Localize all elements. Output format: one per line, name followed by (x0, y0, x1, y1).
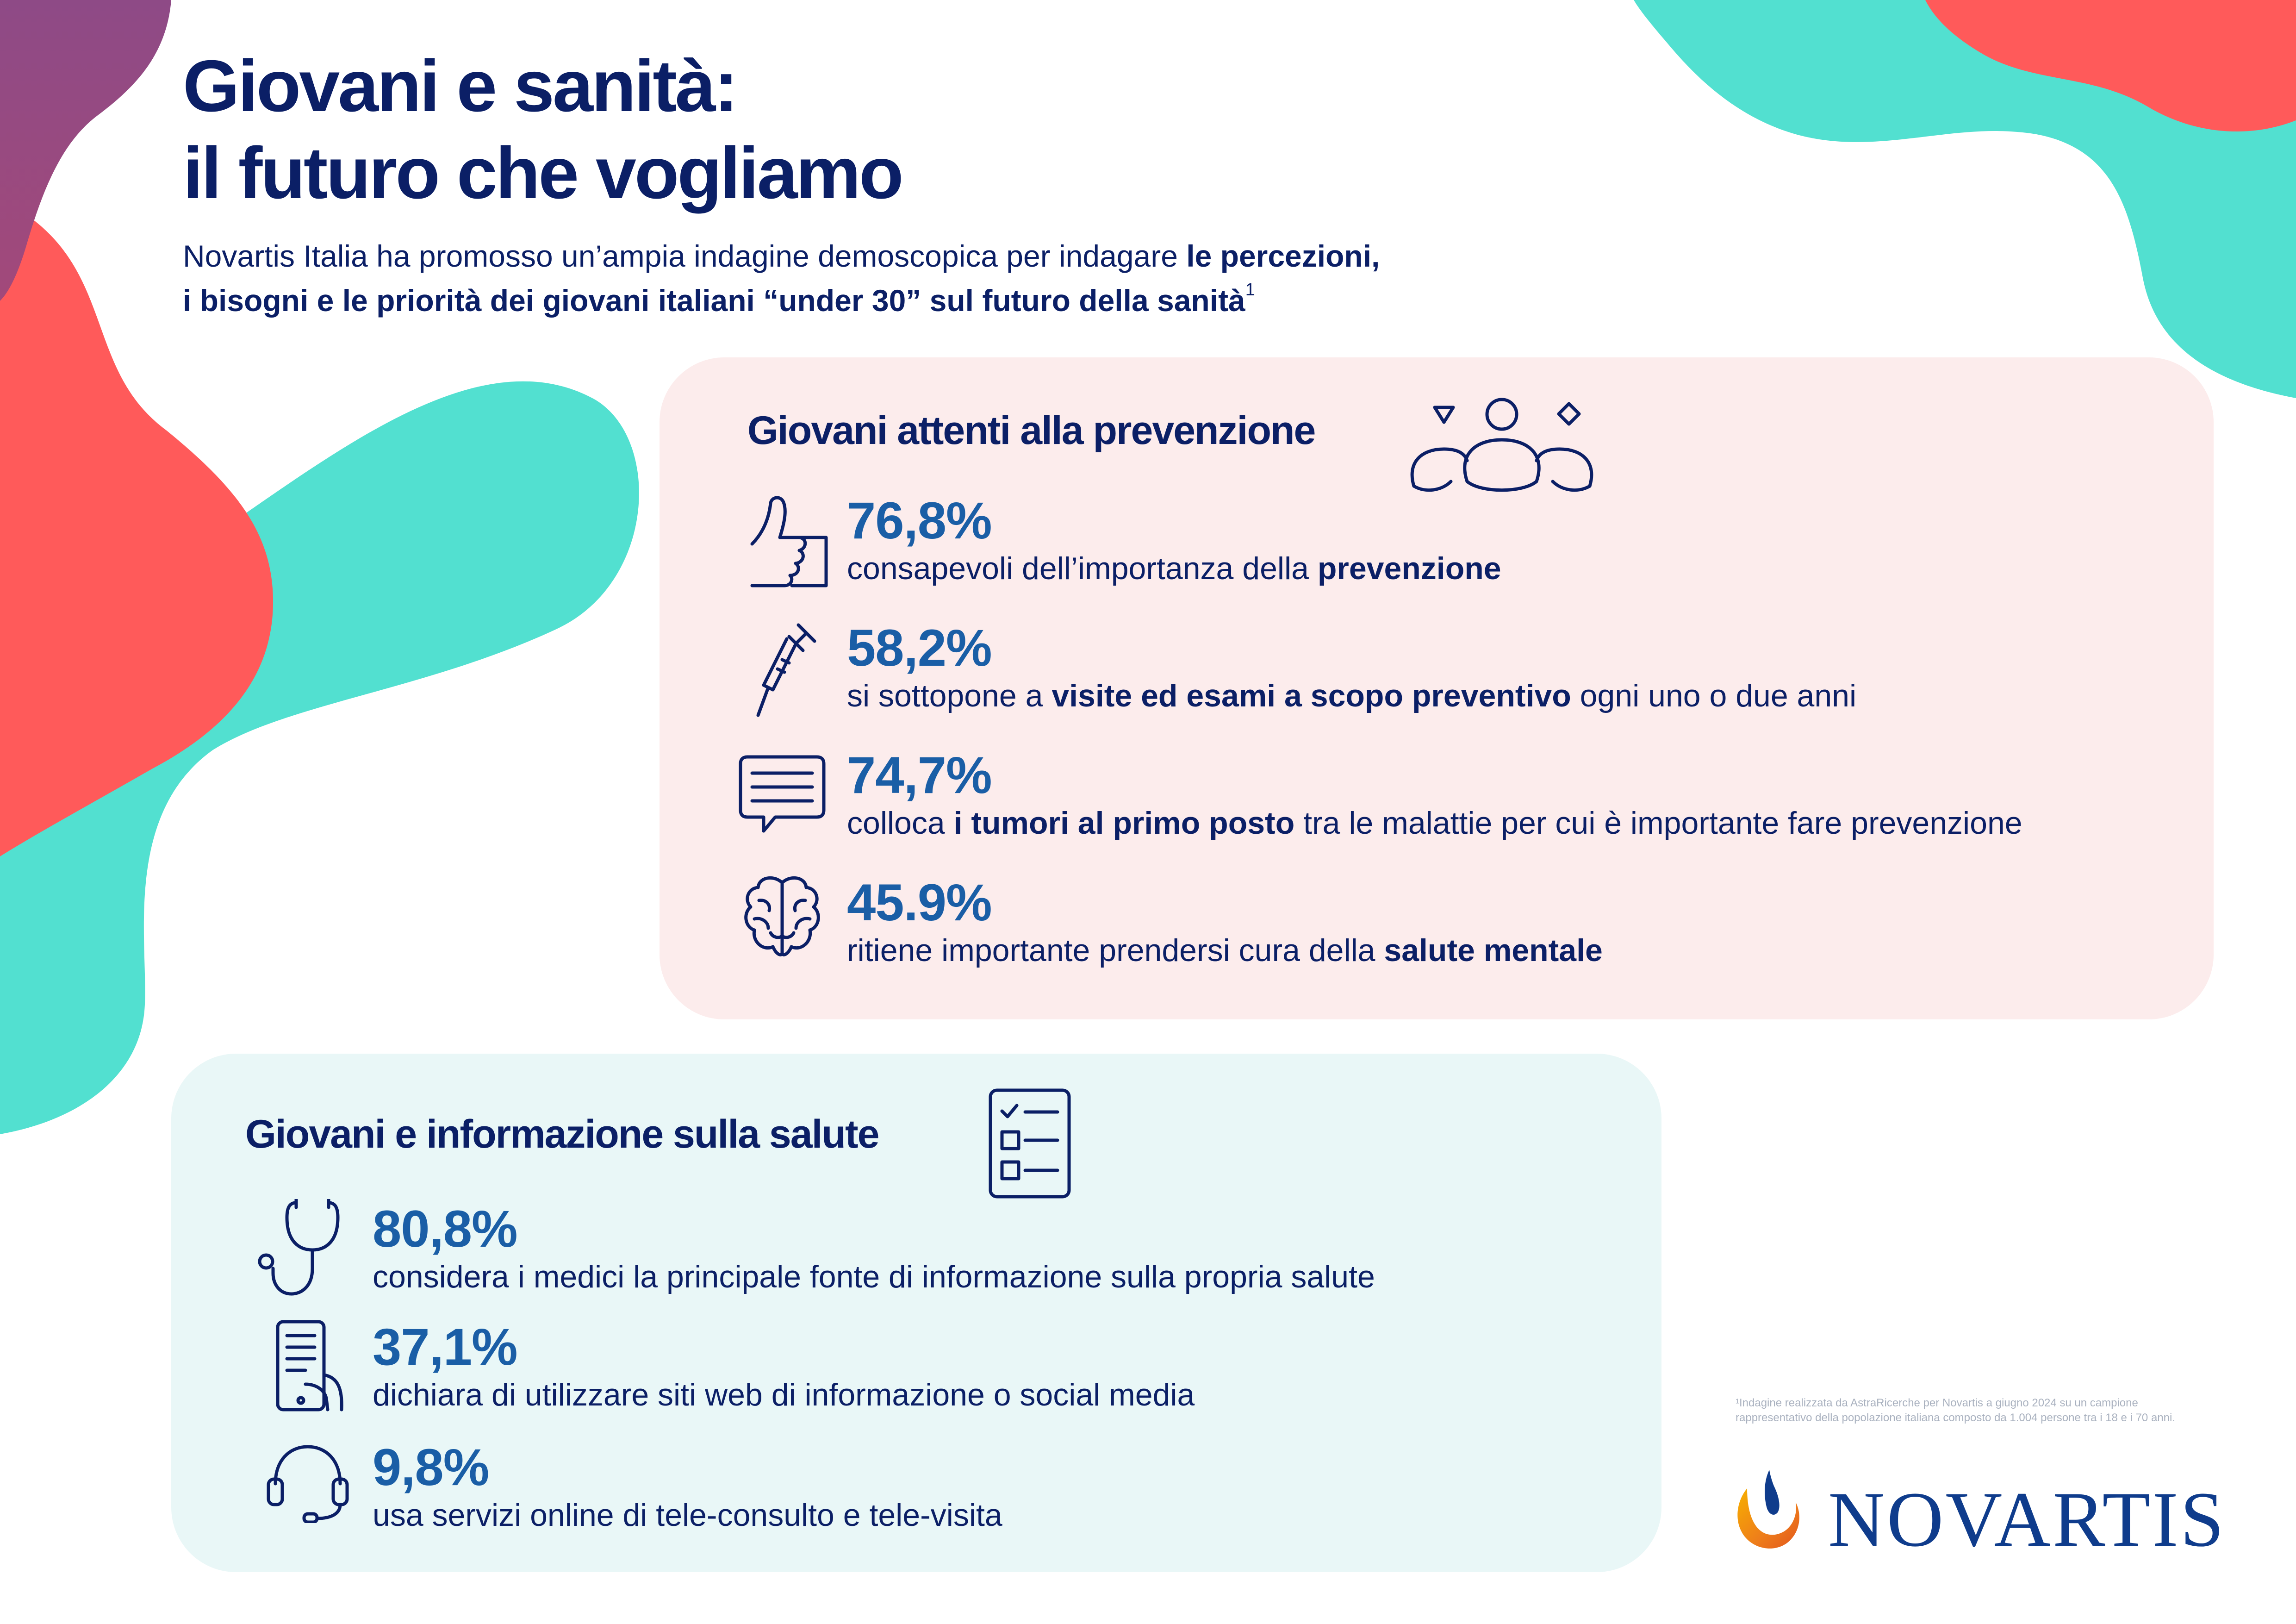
stat-teleconsult: 9,8% usa servizi online di tele-consulto… (373, 1440, 1002, 1535)
stat-description: dichiara di utilizzare siti web di infor… (373, 1375, 1195, 1415)
desc-part: dichiara di utilizzare siti web di infor… (373, 1377, 1195, 1412)
desc-part-bold: i tumori al primo posto (953, 806, 1295, 841)
stat-preventive-visits: 58,2% si sottopone a visite ed esami a s… (847, 620, 1856, 716)
thumbs-up-icon (747, 493, 831, 593)
stat-tumors-priority: 74,7% colloca i tumori al primo posto tr… (847, 748, 2022, 843)
stethoscope-icon (252, 1199, 345, 1299)
stat-description: ritiene importante prendersi cura della … (847, 931, 1603, 970)
intro-line-2-bold: i bisogni e le priorità dei giovani ital… (183, 283, 1245, 318)
novartis-wordmark: NOVARTIS (1828, 1476, 2226, 1563)
prevention-card (660, 357, 2214, 1019)
stat-value: 9,8% (373, 1438, 489, 1496)
desc-part-bold: prevenzione (1317, 551, 1501, 586)
information-card (171, 1054, 1661, 1572)
desc-part-bold: visite ed esami a scopo preventivo (1052, 678, 1571, 713)
footnote-marker: 1 (1245, 280, 1255, 300)
brain-icon (740, 873, 824, 961)
footnote: ¹Indagine realizzata da AstraRicerche pe… (1736, 1396, 2245, 1425)
information-section-title: Giovani e informazione sulla salute (245, 1112, 879, 1156)
stat-description: consapevoli dell’importanza della preven… (847, 549, 1501, 588)
coral-blob-top-right (1925, 0, 2296, 131)
stat-value: 76,8% (847, 492, 992, 550)
novartis-logo: NOVARTIS (1733, 1470, 2233, 1563)
footnote-line-2: rappresentativo della popolazione italia… (1736, 1412, 2175, 1424)
desc-part: si sottopone a (847, 678, 1052, 713)
stat-mental-health: 45.9% ritiene importante prendersi cura … (847, 875, 1603, 970)
footnote-line-1: ¹Indagine realizzata da AstraRicerche pe… (1736, 1397, 2138, 1409)
intro-line-2: i bisogni e le priorità dei giovani ital… (183, 278, 1571, 323)
stat-value: 45.9% (847, 874, 992, 931)
checklist-icon (988, 1088, 1071, 1199)
desc-part: colloca (847, 806, 954, 841)
desc-part: ogni uno o due anni (1571, 678, 1857, 713)
stat-description: usa servizi online di tele-consulto e te… (373, 1495, 1002, 1535)
purple-blob-top-left (0, 0, 171, 301)
stat-value: 80,8% (373, 1200, 518, 1258)
stat-websites-social: 37,1% dichiara di utilizzare siti web di… (373, 1319, 1195, 1415)
teal-blob-top-right (1634, 0, 2296, 398)
stat-value: 58,2% (847, 619, 992, 677)
intro-line-1: Novartis Italia ha promosso un’ampia ind… (183, 234, 1571, 278)
novartis-flame-icon (1733, 1470, 1803, 1553)
desc-part: ritiene importante prendersi cura della (847, 933, 1384, 968)
page-title: Giovani e sanità: il futuro che vogliamo (183, 43, 1386, 217)
teal-blob-left (0, 381, 639, 1134)
desc-part: considera i medici la principale fonte d… (373, 1259, 1375, 1294)
chat-bubble-icon (738, 752, 826, 836)
stat-doctors-source: 80,8% considera i medici la principale f… (373, 1201, 1375, 1297)
stat-description: si sottopone a visite ed esami a scopo p… (847, 676, 1856, 716)
prevention-section-title: Giovani attenti alla prevenzione (747, 408, 1316, 453)
stat-prevention-awareness: 76,8% consapevoli dell’importanza della … (847, 493, 1501, 588)
desc-part: usa servizi online di tele-consulto e te… (373, 1498, 1002, 1533)
coral-blob-left (0, 199, 273, 856)
smartphone-icon (273, 1319, 347, 1412)
people-group-icon (1407, 394, 1597, 495)
desc-part: tra le malattie per cui è importante far… (1294, 806, 2022, 841)
syringe-icon (754, 620, 819, 720)
stat-value: 74,7% (847, 746, 992, 804)
intro-line-1-bold: le percezioni, (1186, 239, 1380, 273)
stat-value: 37,1% (373, 1318, 518, 1376)
stat-description: considera i medici la principale fonte d… (373, 1257, 1375, 1297)
desc-part: consapevoli dell’importanza della (847, 551, 1318, 586)
title-line-1: Giovani e sanità: (183, 45, 738, 127)
desc-part-bold: salute mentale (1384, 933, 1603, 968)
headset-icon (266, 1440, 349, 1523)
intro-paragraph: Novartis Italia ha promosso un’ampia ind… (183, 234, 1571, 323)
stat-description: colloca i tumori al primo posto tra le m… (847, 803, 2022, 843)
title-line-2: il futuro che vogliamo (183, 132, 904, 214)
intro-line-1-regular: Novartis Italia ha promosso un’ampia ind… (183, 239, 1187, 273)
